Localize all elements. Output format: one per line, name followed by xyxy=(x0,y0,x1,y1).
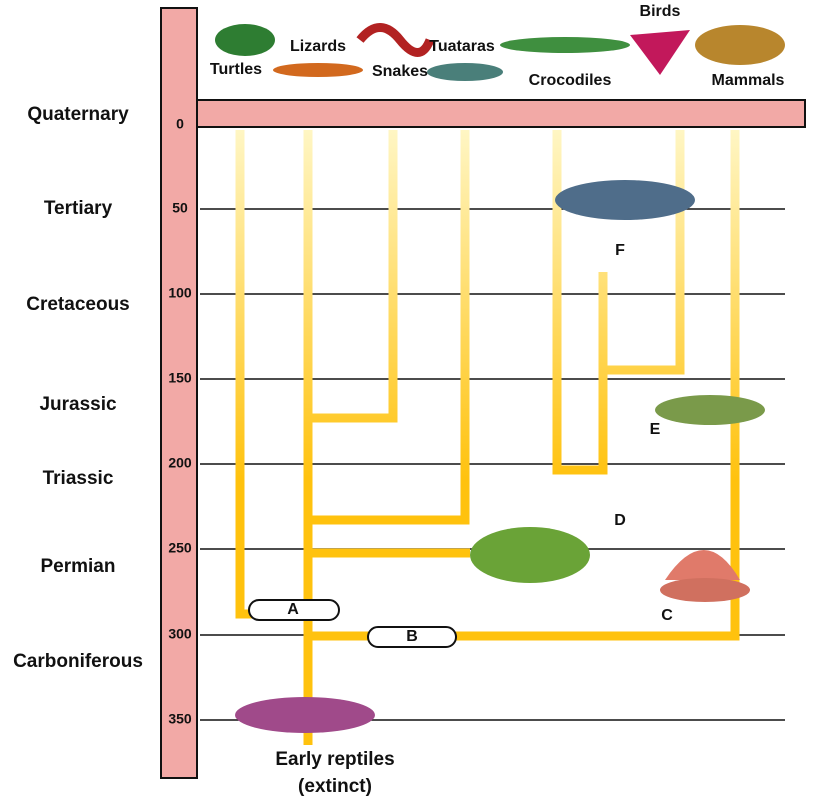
animal-f xyxy=(555,180,695,220)
time-label: 350 xyxy=(168,711,192,727)
time-label: 0 xyxy=(176,116,184,132)
crocodile-icon xyxy=(500,37,630,53)
snake-icon xyxy=(356,23,435,57)
period-label: Quaternary xyxy=(27,104,129,125)
marker-label: C xyxy=(661,607,673,624)
time-label: 300 xyxy=(168,626,192,642)
taxon-label: Tuataras xyxy=(429,38,495,55)
taxon-label: Mammals xyxy=(712,72,785,89)
tuatara-icon xyxy=(427,63,503,81)
taxon-label: Crocodiles xyxy=(529,72,612,89)
animal-c xyxy=(665,550,740,580)
tree xyxy=(235,130,740,745)
time-label: 250 xyxy=(168,540,192,556)
period-label: Permian xyxy=(41,556,116,577)
period-label: Cretaceous xyxy=(26,294,130,315)
taxon-label: Birds xyxy=(640,3,681,20)
root-label: Early reptiles xyxy=(275,749,394,770)
branch xyxy=(308,130,470,525)
marker-label: D xyxy=(614,512,626,529)
marker-label: A xyxy=(287,601,299,618)
taxon-label: Lizards xyxy=(290,38,346,55)
branch xyxy=(308,130,398,423)
time-label: 200 xyxy=(168,455,192,471)
bird-icon xyxy=(630,30,690,75)
animal-d xyxy=(470,527,590,583)
taxon-label: Snakes xyxy=(372,63,428,80)
period-label: Triassic xyxy=(43,468,114,489)
taxon-label: Turtles xyxy=(210,61,262,78)
marker-label: F xyxy=(615,242,625,259)
root-label: (extinct) xyxy=(298,776,372,797)
time-label: 150 xyxy=(168,370,192,386)
animal-e xyxy=(655,395,765,425)
period-label: Tertiary xyxy=(44,198,113,219)
turtle-icon xyxy=(215,24,275,56)
marker-label: E xyxy=(650,421,661,438)
time-label: 100 xyxy=(168,285,192,301)
marker-box xyxy=(367,626,457,648)
marker-label: B xyxy=(406,628,418,645)
period-label: Carboniferous xyxy=(13,651,143,672)
branch xyxy=(552,130,608,475)
animal-c-body xyxy=(660,578,750,602)
period-label: Jurassic xyxy=(39,394,117,415)
marker-box xyxy=(248,599,340,621)
time-label: 50 xyxy=(172,200,188,216)
animals xyxy=(215,23,785,733)
mammal-icon xyxy=(695,25,785,65)
present-band xyxy=(196,99,806,128)
early-reptile xyxy=(235,697,375,733)
time-bar xyxy=(160,7,198,779)
branch xyxy=(235,130,308,619)
lizard-icon xyxy=(273,63,363,77)
